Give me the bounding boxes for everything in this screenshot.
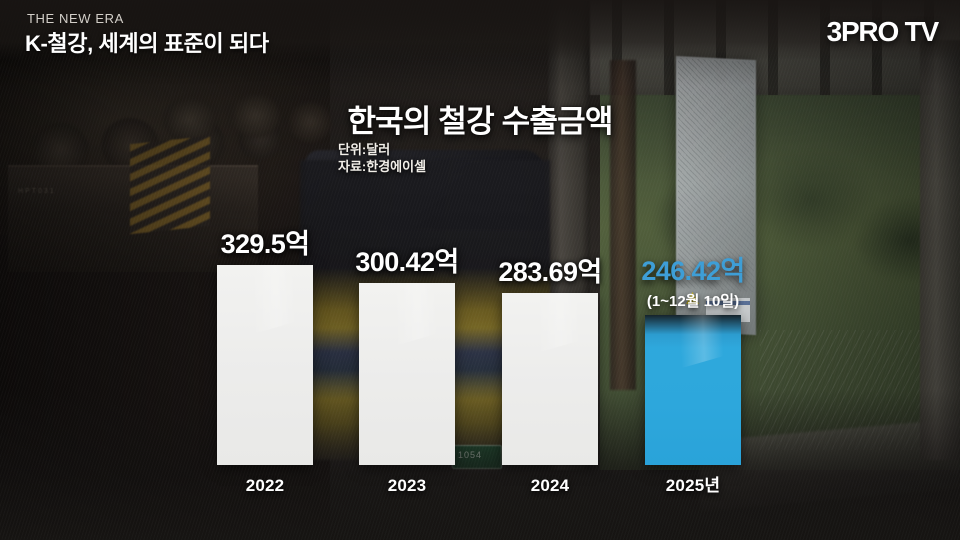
bar-label-2023: 2023 (387, 476, 427, 495)
bar-2024 (502, 293, 598, 465)
bar-label-2024: 2024 (530, 476, 570, 495)
bar-2025년 (645, 315, 741, 465)
bar-label-2022: 2022 (245, 476, 285, 495)
bar-sheen (217, 265, 313, 465)
bar-2023 (359, 283, 455, 465)
bar-value-2023: 300.42억 (355, 247, 459, 277)
program-kicker: THE NEW ERA (27, 11, 124, 26)
bar-value-2024: 283.69억 (498, 257, 602, 287)
chart-source-note: 자료:한경에이셀 (338, 159, 427, 174)
bar-note-2025년: (1~12월 10일) (646, 293, 740, 310)
bar-sheen (645, 315, 741, 465)
program-headline: K-철강, 세계의 표준이 되다 (25, 31, 269, 56)
channel-logo: 3PRO TV (826, 16, 940, 47)
bar-value-2022: 329.5억 (220, 229, 310, 259)
header-bar (0, 0, 960, 60)
bar-sheen (359, 283, 455, 465)
bar-sheen (502, 293, 598, 465)
bar-2022 (217, 265, 313, 465)
chart-title: 한국의 철강 수출금액 (347, 104, 613, 139)
bar-label-2025년: 2025년 (665, 476, 721, 495)
chart-unit-note: 단위:달러 (338, 142, 391, 157)
bar-value-2025년: 246.42억 (641, 256, 745, 286)
